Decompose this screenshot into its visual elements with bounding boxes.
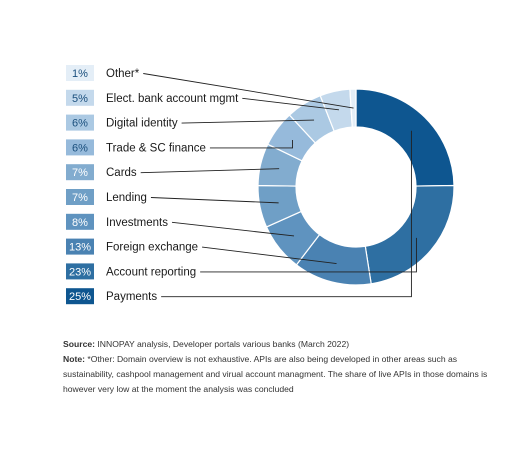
legend-value-foreign-exchange: 13% <box>69 242 91 254</box>
leader-line-investments <box>171 221 295 237</box>
slice-payments <box>355 88 455 187</box>
legend: 1% Other* 5% Elect. bank account mgmt 6% Digi… <box>66 65 239 305</box>
footnote: Note: *Other: Domain overview is not exh… <box>63 352 503 397</box>
donut-slices <box>257 88 455 286</box>
legend-swatch-digital-identity <box>66 114 94 131</box>
leader-line-other <box>143 73 354 109</box>
note-text: *Other: Domain overview is not exhaustiv… <box>63 354 488 394</box>
legend-value-payments: 25% <box>69 291 91 303</box>
legend-swatch-elect-bank-account-mgmt <box>66 89 94 106</box>
leader-line-account-reporting <box>200 237 417 273</box>
legend-swatch-lending <box>66 189 94 205</box>
legend-label-lending: Lending <box>106 192 147 204</box>
legend-value-investments: 8% <box>72 217 88 229</box>
legend-value-account-reporting: 23% <box>69 266 91 278</box>
legend-swatch-trade-sc-finance <box>66 139 94 156</box>
leader-line-lending <box>150 197 279 204</box>
legend-label-elect-bank-account-mgmt: Elect. bank account mgmt <box>106 93 239 105</box>
legend-label-trade-sc-finance: Trade & SC finance <box>106 142 206 154</box>
legend-swatch-investments <box>66 213 94 230</box>
leader-line-trade-sc-finance <box>209 139 293 149</box>
note-label: Note: <box>63 354 85 364</box>
source-text: INNOPAY analysis, Developer portals vari… <box>95 339 350 349</box>
slice-account-reporting <box>364 184 455 285</box>
legend-value-digital-identity: 6% <box>72 118 88 130</box>
legend-label-other: Other* <box>106 68 140 80</box>
legend-swatch-foreign-exchange <box>66 238 94 255</box>
legend-label-investments: Investments <box>106 217 168 229</box>
legend-value-other: 1% <box>72 68 88 80</box>
legend-value-trade-sc-finance: 6% <box>72 142 88 154</box>
leader-lines <box>140 73 417 298</box>
legend-swatch-account-reporting <box>66 263 94 280</box>
source-note: Source: INNOPAY analysis, Developer port… <box>63 337 503 352</box>
legend-swatch-cards <box>66 164 94 181</box>
chart-notes: Source: INNOPAY analysis, Developer port… <box>63 337 503 397</box>
leader-line-payments <box>161 130 412 298</box>
legend-label-cards: Cards <box>106 167 137 179</box>
source-label: Source: <box>63 339 95 349</box>
leader-line-digital-identity <box>181 119 315 124</box>
legend-value-lending: 7% <box>72 192 88 204</box>
leader-line-cards <box>140 168 280 174</box>
leader-line-elect-bank-account-mgmt <box>242 97 339 111</box>
legend-swatch-other <box>66 65 94 81</box>
legend-swatch-payments <box>66 288 94 305</box>
legend-label-account-reporting: Account reporting <box>106 266 196 278</box>
legend-label-foreign-exchange: Foreign exchange <box>106 242 198 254</box>
leader-line-foreign-exchange <box>202 246 337 265</box>
legend-value-elect-bank-account-mgmt: 5% <box>72 93 88 105</box>
legend-label-payments: Payments <box>106 291 157 303</box>
legend-label-digital-identity: Digital identity <box>106 118 178 130</box>
legend-value-cards: 7% <box>72 167 88 179</box>
